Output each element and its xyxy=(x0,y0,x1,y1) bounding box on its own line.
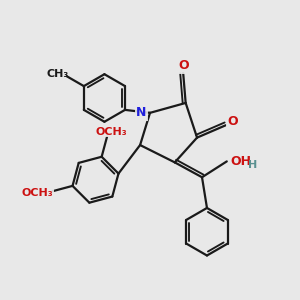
Text: OCH₃: OCH₃ xyxy=(95,127,127,137)
Text: H: H xyxy=(248,160,257,170)
Text: CH₃: CH₃ xyxy=(46,69,68,79)
Text: OH: OH xyxy=(231,155,252,168)
Text: O: O xyxy=(178,59,188,72)
Text: O: O xyxy=(227,115,238,128)
Text: N: N xyxy=(136,106,146,119)
Text: OCH₃: OCH₃ xyxy=(21,188,53,197)
